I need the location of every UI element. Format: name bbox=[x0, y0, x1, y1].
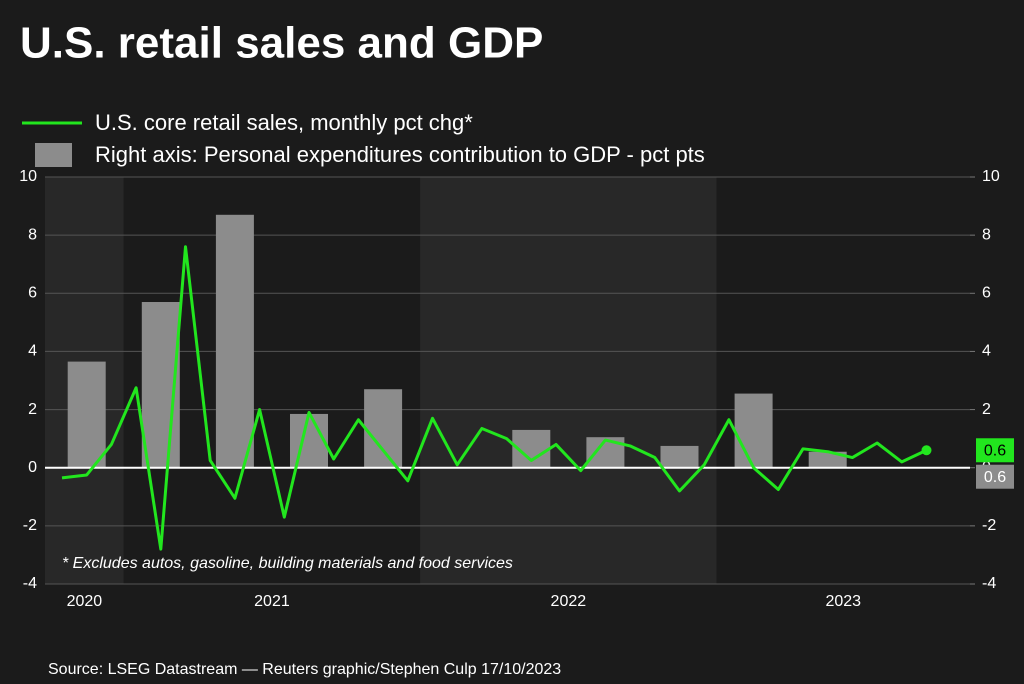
y2-tick-label: 10 bbox=[982, 168, 1000, 185]
y-tick-label: 2 bbox=[28, 401, 37, 418]
end-label: 0.6 bbox=[984, 469, 1006, 486]
y-tick-label: 0 bbox=[28, 459, 37, 476]
y-tick-label: -2 bbox=[23, 517, 37, 534]
y-tick-label: 6 bbox=[28, 285, 37, 302]
legend-swatch bbox=[35, 143, 72, 167]
end-label-box bbox=[976, 438, 1014, 463]
line bbox=[61, 245, 928, 551]
y-tick-label: 10 bbox=[19, 168, 37, 185]
y2-tick-label: 8 bbox=[982, 226, 991, 243]
legend-label: Right axis: Personal expenditures contri… bbox=[95, 142, 705, 167]
end-label: 0.6 bbox=[984, 442, 1006, 459]
annotation: * Excludes autos, gasoline, building mat… bbox=[62, 555, 513, 572]
y2-tick-label: -4 bbox=[982, 575, 996, 592]
bar bbox=[67, 361, 106, 468]
end-dot bbox=[921, 445, 932, 456]
x-tick-label: 2022 bbox=[551, 593, 587, 610]
y-tick-label: 4 bbox=[28, 343, 37, 360]
x-tick-label: 2020 bbox=[67, 593, 103, 610]
year-band bbox=[716, 177, 970, 584]
x-tick-label: 2023 bbox=[825, 593, 861, 610]
y-tick-label: -4 bbox=[23, 575, 37, 592]
y-tick-label: 8 bbox=[28, 226, 37, 243]
y2-tick-label: 2 bbox=[982, 401, 991, 418]
bar bbox=[215, 214, 254, 468]
y2-tick-label: 4 bbox=[982, 343, 991, 360]
chart-title: U.S. retail sales and GDP bbox=[20, 19, 543, 68]
bar bbox=[290, 413, 328, 468]
legend-label: U.S. core retail sales, monthly pct chg* bbox=[95, 110, 473, 135]
year-band bbox=[420, 177, 717, 584]
bar bbox=[734, 393, 773, 468]
y2-tick-label: 6 bbox=[982, 285, 991, 302]
bar bbox=[364, 389, 403, 468]
end-label-box bbox=[976, 464, 1014, 489]
bar bbox=[660, 445, 699, 468]
x-tick-label: 2021 bbox=[254, 593, 290, 610]
source: Source: LSEG Datastream — Reuters graphi… bbox=[48, 661, 561, 678]
y2-tick-label: -2 bbox=[982, 517, 996, 534]
bands bbox=[45, 177, 970, 584]
bar bbox=[808, 451, 847, 468]
